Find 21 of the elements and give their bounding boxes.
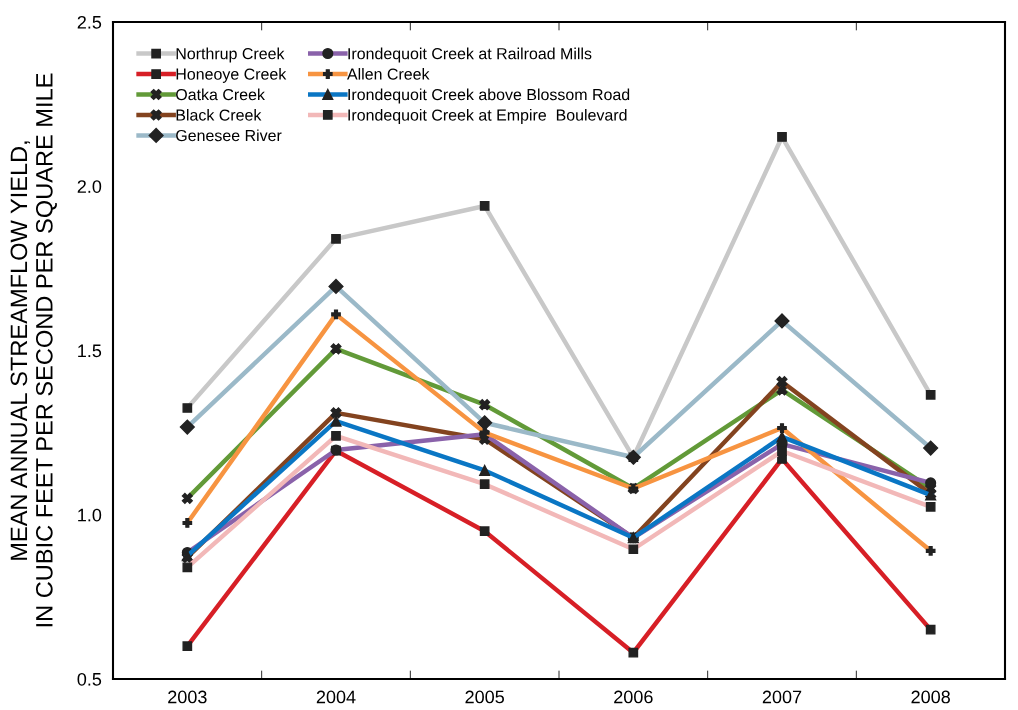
y-axis-title: MEAN ANNUAL STREAMFLOW YIELD, IN CUBIC FEET PER SECOND PER SQUARE MILE bbox=[10, 73, 57, 627]
legend-label: Honeoye Creek bbox=[176, 68, 287, 83]
legend-label: Allen Creek bbox=[346, 68, 430, 80]
x-tick-label: 2003 bbox=[168, 690, 207, 704]
y-tick-label: 0.5 bbox=[77, 672, 102, 686]
legend-label: Black Creek bbox=[176, 108, 262, 121]
legend-label: Irondequoit Creek at Railroad Mills bbox=[348, 47, 592, 63]
x-tick-label: 2005 bbox=[465, 690, 504, 704]
x-tick-label: 2007 bbox=[762, 690, 802, 704]
legend-label: Northrup Creek bbox=[176, 47, 285, 63]
legend-label: Irondequoit Creek above Blossom Road bbox=[348, 88, 630, 104]
x-tick-label: 2006 bbox=[614, 690, 653, 704]
x-tick-label: 2008 bbox=[911, 690, 950, 704]
legend-label: Genesee River bbox=[176, 129, 282, 142]
y-tick-label: 2.0 bbox=[77, 180, 102, 193]
legend-label: Oatka Creek bbox=[176, 88, 265, 101]
y-tick-label: 1.5 bbox=[78, 344, 102, 358]
legend-label: Irondequoit Creek at Empire Boulevard bbox=[348, 108, 627, 124]
x-tick-label: 2004 bbox=[316, 690, 356, 704]
y-tick-label: 1.0 bbox=[78, 508, 102, 522]
y-tick-label: 2.5 bbox=[77, 15, 102, 29]
